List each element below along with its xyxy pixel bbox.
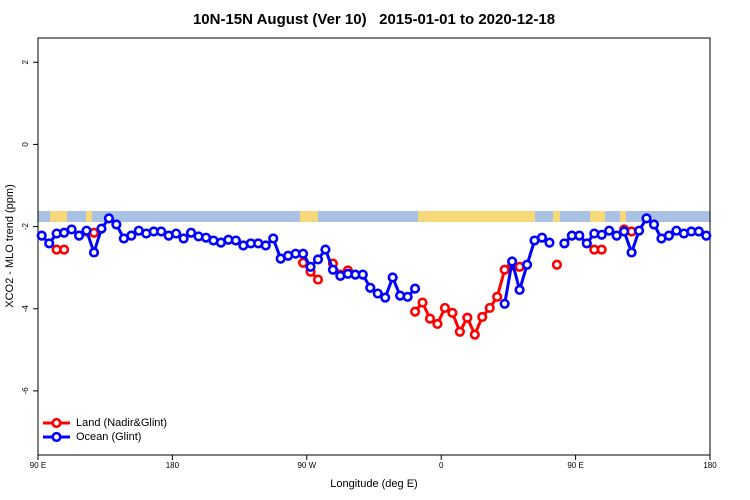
data-point [626,247,637,258]
data-point [641,213,652,224]
data-point [59,244,70,255]
data-point [402,291,413,302]
data-point [305,261,316,272]
data-point [372,288,383,299]
data-point [417,297,428,308]
land-patch [620,211,626,222]
data-point [604,225,615,236]
data-point [507,256,518,267]
data-point [327,264,339,275]
data-point [230,235,241,246]
y-tick-label: -6 [21,387,30,395]
data-point [260,240,271,251]
data-point [312,254,324,265]
data-point [439,302,451,314]
data-point [424,313,436,324]
data-point [648,219,660,230]
y-tick-label: -2 [21,222,30,230]
data-point [409,306,421,317]
x-tick-label: 180 [166,461,180,470]
data-point [66,224,77,235]
land-patch [418,211,535,222]
data-point [357,269,368,280]
data-point [484,302,495,314]
land-patch [86,211,92,222]
data-point [96,223,107,234]
data-point [73,230,85,241]
data-point [88,247,100,258]
legend-label: Ocean (Glint) [76,431,141,443]
data-point [171,228,182,239]
x-tick-label: 90 E [567,461,583,470]
data-point [297,248,309,259]
x-tick-label: 0 [439,461,444,470]
data-point [551,259,563,270]
land-patch [300,211,318,222]
plot-frame [37,37,711,456]
data-point [469,329,480,340]
data-point [178,233,189,244]
data-point [36,230,47,241]
legend-marker [51,417,62,429]
data-point [521,259,533,270]
data-point [596,229,607,240]
data-point [365,282,376,293]
data-point [596,244,607,255]
data-point [514,284,525,295]
legend-label: Land (Nadir&Glint) [76,417,167,429]
y-tick-label: 2 [21,59,30,64]
land-patch [553,211,560,222]
data-point [380,292,391,303]
x-tick-label: 180 [703,461,717,470]
data-point [454,326,465,337]
data-point [432,318,443,330]
chart-title: 10N-15N August (Ver 10) 2015-01-01 to 20… [193,11,555,28]
data-point [701,230,712,241]
x-tick-label: 90 W [297,461,316,470]
data-point [693,226,704,237]
data-point [499,264,510,275]
data-point [268,233,279,244]
x-tick-label: 90 E [30,461,46,470]
y-tick-label: 0 [21,142,30,147]
data-point [312,274,324,285]
data-point [536,232,548,243]
data-point [574,230,585,241]
data-point [663,230,675,241]
data-point [462,312,473,323]
data-point [156,226,167,237]
data-point [581,238,592,249]
data-point [447,307,458,318]
data-point [81,225,92,236]
data-point [544,237,555,248]
data-point [492,291,503,302]
data-point [103,213,115,224]
x-axis-label: Longitude (deg E) [330,478,417,490]
data-point [387,272,398,283]
data-point [44,238,55,249]
data-point [185,227,197,238]
data-point [619,226,630,237]
data-point [633,225,645,236]
data-point [611,230,622,241]
data-point [477,311,488,323]
land-patch [50,211,67,222]
data-point [111,219,122,230]
land-mask-band [38,211,710,222]
data-point [559,238,570,249]
data-point [126,230,137,241]
data-point [499,298,510,309]
y-axis-label: XCO2 - MLO trend (ppm) [4,184,16,307]
land-patch [590,211,605,222]
ocean-band [38,211,710,222]
data-point [320,244,331,255]
data-point [409,283,421,294]
y-tick-label: -4 [21,305,30,313]
legend-marker [51,431,62,443]
